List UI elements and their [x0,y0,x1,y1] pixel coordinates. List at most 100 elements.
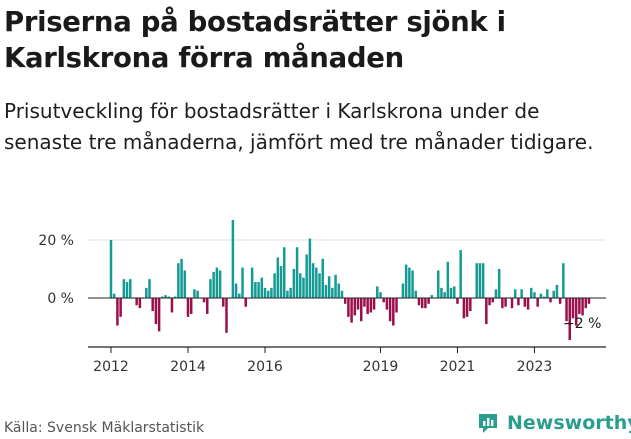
bar [343,298,347,304]
bar [225,298,228,333]
bar [376,286,379,298]
bar [299,273,302,298]
source-note: Källa: Svensk Mäklarstatistik [4,420,205,436]
bar [552,290,555,298]
bar [420,298,424,309]
bar [372,298,376,310]
bar [109,240,113,298]
bar [263,287,267,298]
bar [546,289,549,298]
bar [350,298,353,323]
x-tick-label: 2019 [363,359,399,375]
bar [385,298,389,310]
bar [417,298,421,306]
bar [270,287,273,298]
bar [539,293,543,298]
bar [542,296,546,298]
chart-subtitle: Prisutveckling för bostadsrätter i Karls… [4,99,594,154]
bar [164,295,167,298]
bar [212,271,215,298]
bar [151,298,154,312]
bar [311,263,315,298]
bar [510,298,514,309]
bar [443,292,446,298]
bar [446,261,450,298]
bar [183,270,187,298]
bar [526,298,530,310]
bar [324,284,328,298]
bar [436,270,440,298]
bar [286,290,289,298]
bar [218,270,222,298]
newsworthy-logo: Newsworthy [476,409,631,437]
bar [581,298,584,316]
bar [173,296,177,298]
x-tick-label: 2016 [247,359,283,375]
bar [462,298,466,319]
x-tick-label: 2023 [517,359,553,375]
x-tick-label: 2014 [170,359,206,375]
bar [533,292,536,298]
bar [469,298,472,312]
bar [558,298,562,304]
bar [497,269,501,298]
bar [273,273,276,298]
bar [148,279,151,298]
y-tick-label: 20 % [38,233,74,249]
bar [411,270,414,298]
bar [116,298,119,326]
bar [356,298,360,310]
bar [119,298,122,317]
x-tick-label: 2012 [93,359,129,375]
x-tick-label: 2021 [440,359,476,375]
bar [154,298,158,325]
bar [404,264,408,298]
bar [170,298,174,313]
bar [145,287,148,298]
bar [193,289,196,298]
bar [440,287,443,298]
bar [578,298,581,314]
bar [266,290,270,298]
bar [392,298,395,326]
bar [414,290,418,298]
bar [129,279,132,298]
bar [250,267,254,298]
bar [327,276,331,298]
bar [347,298,350,317]
bar [504,298,507,307]
bar [517,298,520,306]
bar [459,250,462,298]
bar [337,283,341,298]
bar [292,269,296,298]
bar [231,220,235,298]
bar [112,293,116,298]
bar [485,298,488,325]
bar [359,298,363,322]
bar [584,298,588,309]
bar [481,263,485,298]
newsworthy-logo-icon [479,414,497,433]
bar [491,298,495,303]
bar [530,287,533,298]
bar [388,298,392,322]
bar [202,298,206,303]
bar [353,298,357,316]
bar [321,258,324,298]
bar [565,298,568,322]
bar [222,298,225,307]
bar [276,257,280,298]
bar [449,287,453,298]
bar [401,283,405,298]
bar [571,298,575,319]
bar [574,298,578,326]
bar [167,296,170,298]
bar [205,298,209,314]
bar [366,298,369,314]
bar [282,247,286,298]
bar [430,295,434,298]
bar [363,298,366,307]
bar [196,290,199,298]
bar [568,298,571,341]
bar [331,287,334,298]
